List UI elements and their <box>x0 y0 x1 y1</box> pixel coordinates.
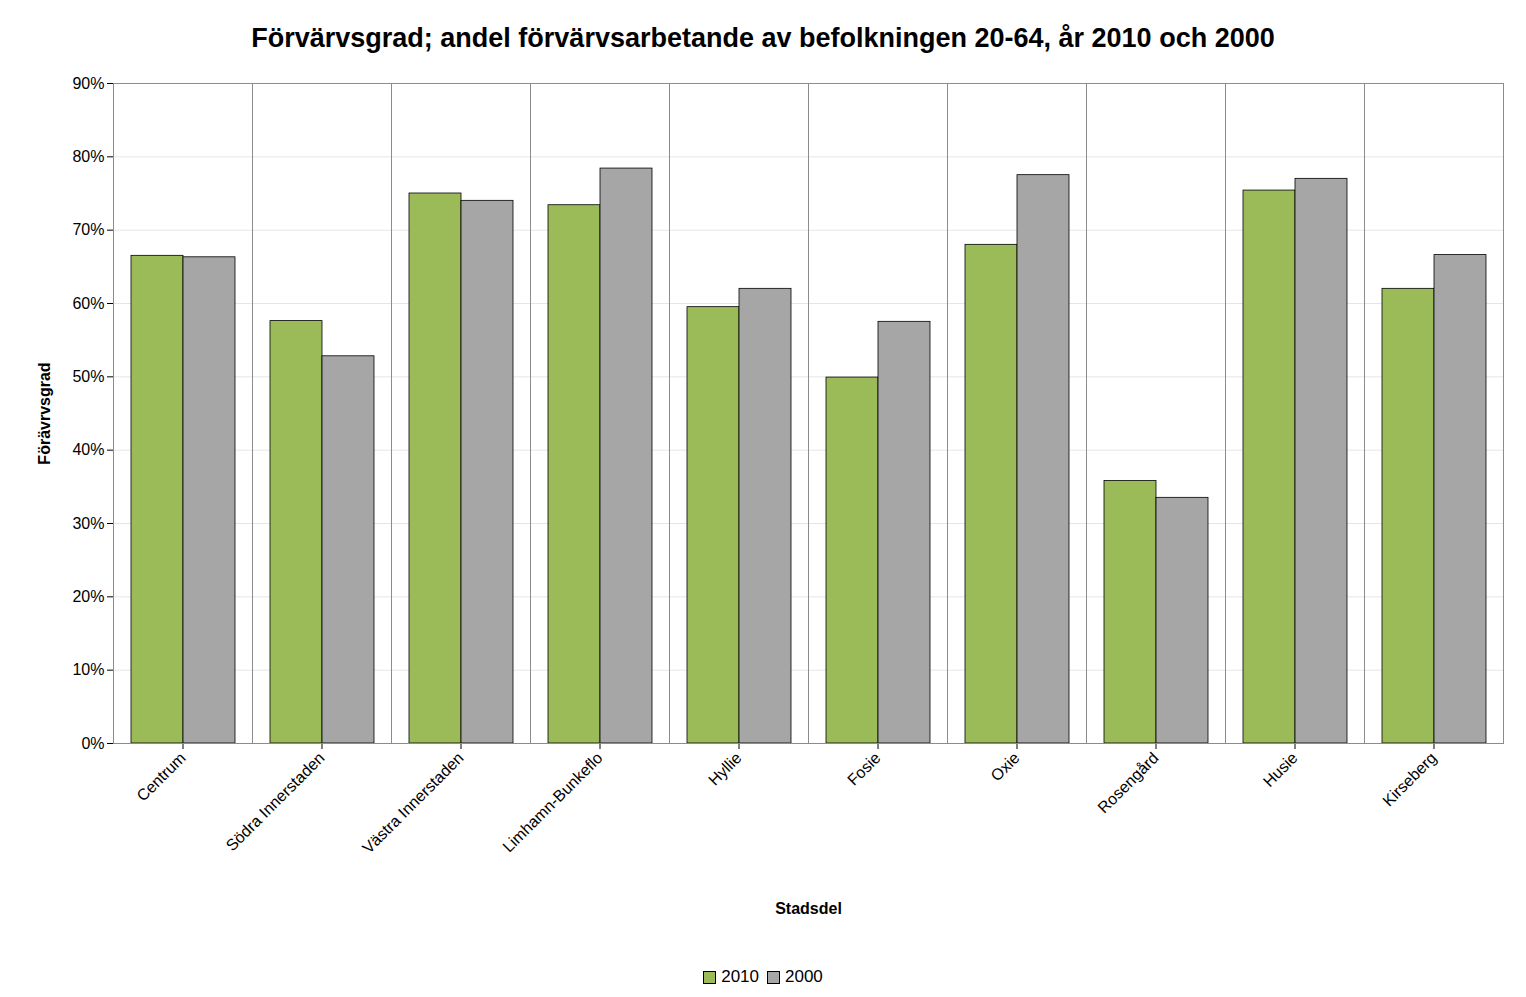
svg-text:Fosie: Fosie <box>844 749 884 789</box>
html-text:2000: 2000 <box>785 967 823 986</box>
svg-text:Rosengård: Rosengård <box>1094 749 1161 816</box>
svg-text:70%: 70% <box>72 221 104 238</box>
svg-text:0%: 0% <box>81 735 104 752</box>
html-text:2010: 2010 <box>721 967 759 986</box>
svg-text:Centrum: Centrum <box>133 749 188 804</box>
svg-text:30%: 30% <box>72 515 104 532</box>
svg-text:10%: 10% <box>72 661 104 678</box>
svg-text:50%: 50% <box>72 368 104 385</box>
svg-text:40%: 40% <box>72 441 104 458</box>
svg-text:Husie: Husie <box>1260 749 1301 790</box>
svg-text:Stadsdel: Stadsdel <box>775 900 842 917</box>
svg-text:Västra Innerstaden: Västra Innerstaden <box>359 749 467 857</box>
svg-text:Förävrvsgrad: Förävrvsgrad <box>36 362 53 464</box>
svg-text:Södra Innerstaden: Södra Innerstaden <box>223 749 328 854</box>
svg-text:80%: 80% <box>72 148 104 165</box>
svg-text:Hyllie: Hyllie <box>705 749 745 789</box>
svg-text:Kirseberg: Kirseberg <box>1379 749 1439 809</box>
svg-text:Limhamn-Bunkeflo: Limhamn-Bunkeflo <box>499 749 605 855</box>
svg-text:Oxie: Oxie <box>987 749 1022 784</box>
svg-text:90%: 90% <box>72 75 104 92</box>
html-text:Förvärvsgrad; andel förvärvsar: Förvärvsgrad; andel förvärvsarbetande av… <box>251 23 1275 53</box>
svg-text:20%: 20% <box>72 588 104 605</box>
svg-text:60%: 60% <box>72 295 104 312</box>
